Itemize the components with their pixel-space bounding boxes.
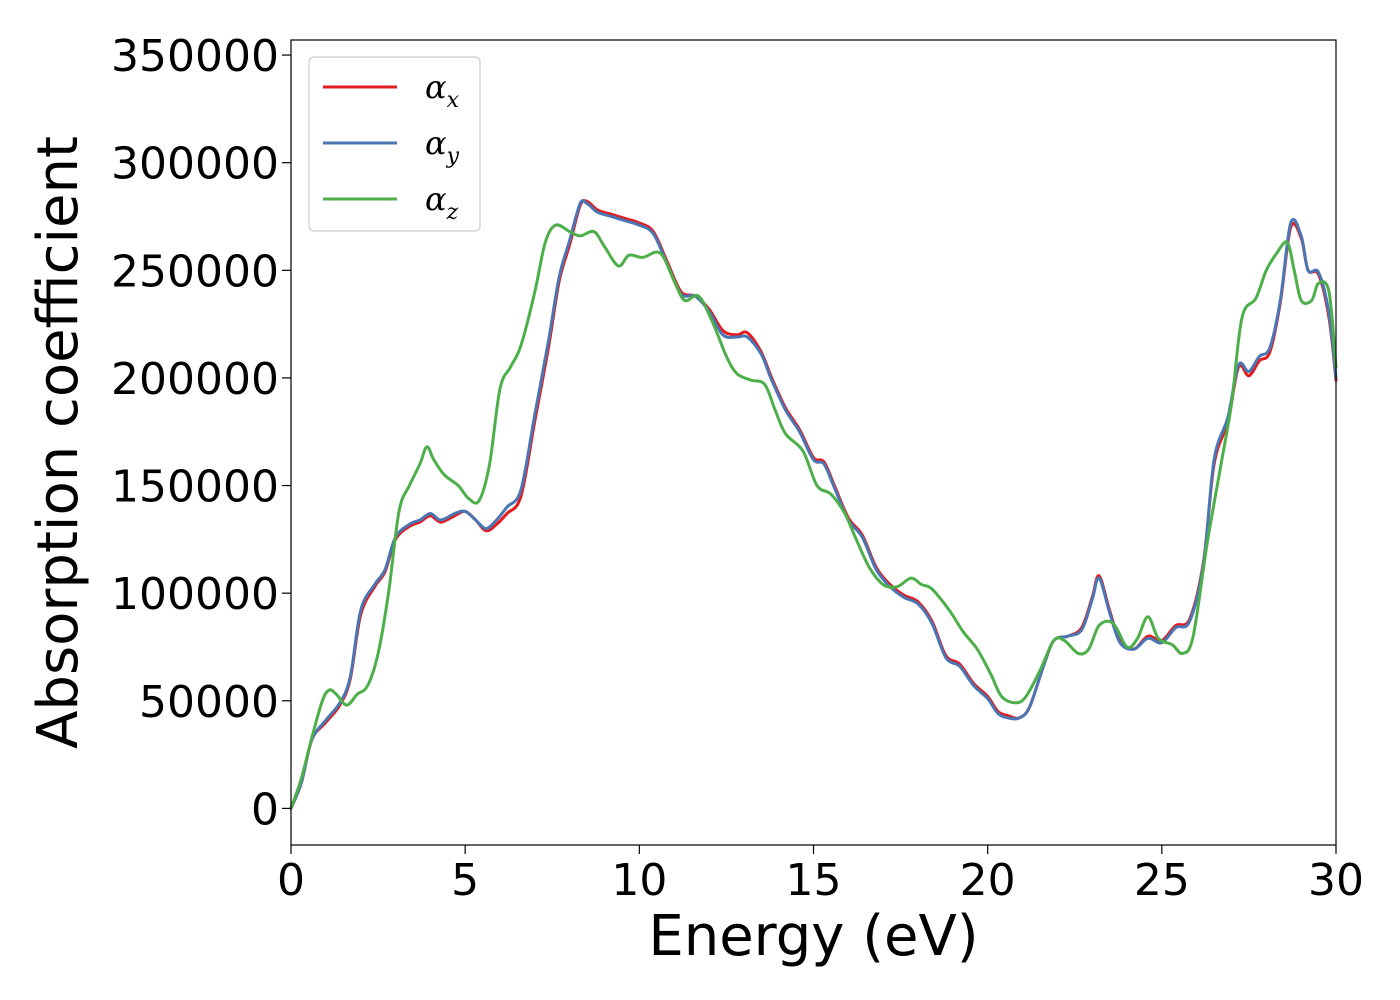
x-tick-label: 15 (786, 855, 842, 906)
legend: αx αy αz (308, 56, 481, 232)
y-tick-label: 300000 (111, 139, 279, 190)
y-tick-label: 200000 (111, 354, 279, 405)
y-tick-label: 150000 (111, 462, 279, 513)
x-tick-label: 10 (611, 855, 667, 906)
y-tick-label: 250000 (111, 246, 279, 297)
x-tick-label: 0 (277, 855, 305, 906)
series-line-alpha-z (289, 223, 1338, 810)
x-tick-label: 20 (960, 855, 1016, 906)
y-axis-ticks: 0 50000 100000 150000 200000 250000 300000 3500… (111, 31, 291, 835)
x-axis-ticks: 0 5 10 15 20 25 30 (277, 845, 1364, 906)
legend-label-alpha-z: αz (425, 180, 459, 225)
series-line-alpha-y (289, 199, 1338, 810)
legend-label-alpha-x: αx (425, 68, 460, 113)
x-tick-label: 30 (1308, 855, 1364, 906)
y-tick-label: 50000 (139, 677, 279, 728)
x-axis-title: Energy (eV) (648, 904, 978, 969)
y-tick-label: 0 (251, 784, 279, 835)
series-layer (289, 199, 1338, 810)
y-axis-title: Absorption coefficient (26, 136, 91, 749)
y-tick-label: 350000 (111, 31, 279, 82)
x-tick-label: 5 (451, 855, 479, 906)
y-tick-label: 100000 (111, 569, 279, 620)
legend-label-alpha-y: αy (425, 124, 460, 169)
x-tick-label: 25 (1134, 855, 1190, 906)
